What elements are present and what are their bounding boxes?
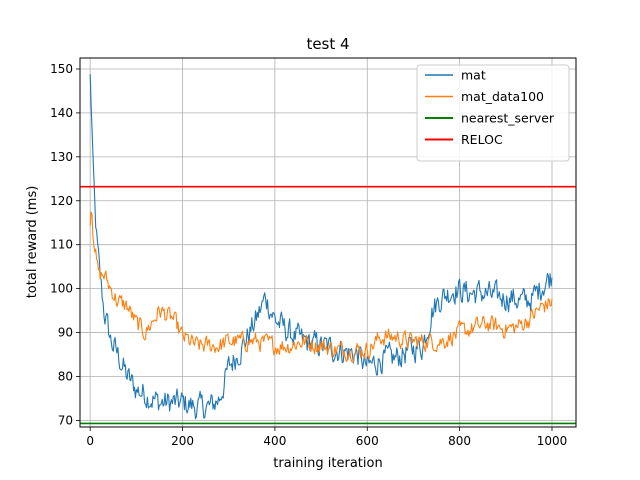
y-axis-ticks: 70 80 90 100 110 120 130 140 150 <box>50 62 80 427</box>
y-tick-label: 120 <box>50 194 73 208</box>
y-tick-label: 140 <box>50 106 73 120</box>
y-tick-label: 70 <box>58 413 73 427</box>
y-tick-label: 130 <box>50 150 73 164</box>
x-tick-label: 1000 <box>537 434 568 448</box>
legend-label-nearest_server: nearest_server <box>461 111 555 126</box>
x-tick-label: 800 <box>448 434 471 448</box>
x-tick-label: 0 <box>86 434 94 448</box>
plot-area <box>80 74 576 425</box>
axes-frame <box>79 57 577 428</box>
grid-lines <box>80 58 576 427</box>
x-tick-label: 600 <box>356 434 379 448</box>
legend-label-mat: mat <box>461 68 486 83</box>
y-tick-label: 100 <box>50 282 73 296</box>
y-tick-label: 150 <box>50 62 73 76</box>
x-tick-label: 400 <box>263 434 286 448</box>
legend-box <box>416 64 570 162</box>
y-tick-label: 110 <box>50 238 73 252</box>
x-axis-ticks: 0 200 400 600 800 1000 <box>86 427 567 448</box>
series-line-mat_data100 <box>89 211 553 363</box>
x-axis-label: training iteration <box>273 456 382 471</box>
chart-title: test 4 <box>306 35 349 53</box>
y-tick-label: 90 <box>58 326 73 340</box>
y-axis-label: total reward (ms) <box>25 186 40 299</box>
series-line-mat <box>89 74 553 420</box>
x-tick-label: 200 <box>171 434 194 448</box>
legend: mat mat_data100 nearest_server RELOC <box>416 64 570 162</box>
legend-label-RELOC: RELOC <box>461 132 503 147</box>
legend-label-mat_data100: mat_data100 <box>461 89 544 104</box>
y-tick-label: 80 <box>58 369 73 383</box>
